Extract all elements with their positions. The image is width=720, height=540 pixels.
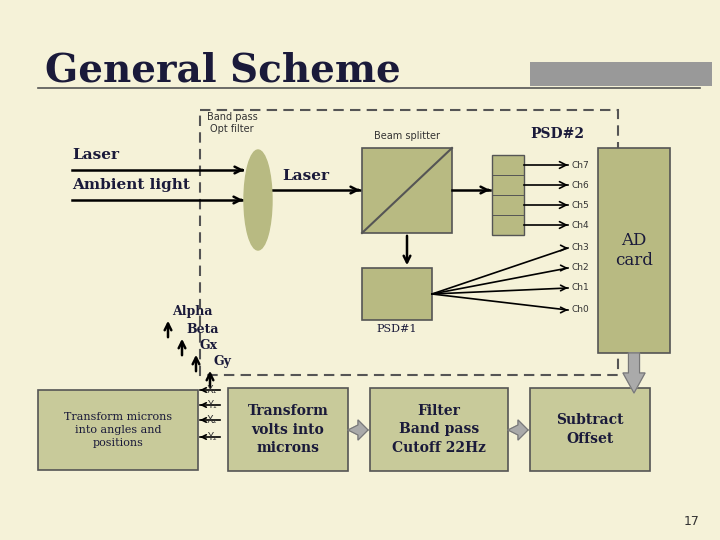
Text: Ambient light: Ambient light [72, 178, 190, 192]
Text: 17: 17 [684, 515, 700, 528]
Text: Y₂: Y₂ [207, 432, 217, 442]
Text: X₁: X₁ [207, 385, 217, 395]
Text: Transform
volts into
microns: Transform volts into microns [248, 404, 328, 455]
Text: PSD#2: PSD#2 [530, 127, 584, 141]
Bar [38, 390, 198, 470]
Bar [370, 388, 508, 471]
Text: Ch6: Ch6 [571, 180, 589, 190]
Text: Ch7: Ch7 [571, 160, 589, 170]
Text: Laser: Laser [282, 169, 329, 183]
Text: Alpha: Alpha [172, 305, 212, 318]
Text: X₂: X₂ [207, 415, 217, 425]
Text: Filter
Band pass
Cutoff 22Hz: Filter Band pass Cutoff 22Hz [392, 404, 486, 455]
Polygon shape [348, 420, 368, 440]
Bar [598, 148, 670, 353]
Polygon shape [623, 353, 645, 393]
Bar [228, 388, 348, 471]
Text: Laser: Laser [72, 148, 119, 162]
Text: Ch2: Ch2 [571, 264, 589, 273]
Text: Subtract
Offset: Subtract Offset [557, 413, 624, 446]
Text: Beam splitter: Beam splitter [374, 131, 440, 141]
Text: Y₁: Y₁ [207, 400, 217, 410]
Text: AD
card: AD card [615, 232, 653, 269]
Text: PSD#1: PSD#1 [377, 324, 418, 334]
Text: Ch5: Ch5 [571, 200, 589, 210]
Text: Band pass
Opt filter: Band pass Opt filter [207, 112, 257, 134]
Ellipse shape [244, 150, 272, 250]
Text: Gx: Gx [200, 339, 218, 352]
Polygon shape [508, 420, 528, 440]
Bar [530, 388, 650, 471]
Text: Transform microns
into angles and
positions: Transform microns into angles and positi… [64, 412, 172, 448]
Bar [362, 268, 432, 320]
Text: Beta: Beta [186, 323, 218, 336]
Text: General Scheme: General Scheme [45, 52, 401, 90]
Bar [362, 148, 452, 233]
Bar [200, 110, 618, 375]
Text: Ch4: Ch4 [571, 220, 589, 230]
Text: Gy: Gy [214, 355, 232, 368]
Text: Ch3: Ch3 [571, 244, 589, 253]
Text: Ch1: Ch1 [571, 284, 589, 293]
Bar [530, 62, 712, 86]
Text: Ch0: Ch0 [571, 306, 589, 314]
Bar [492, 155, 524, 235]
